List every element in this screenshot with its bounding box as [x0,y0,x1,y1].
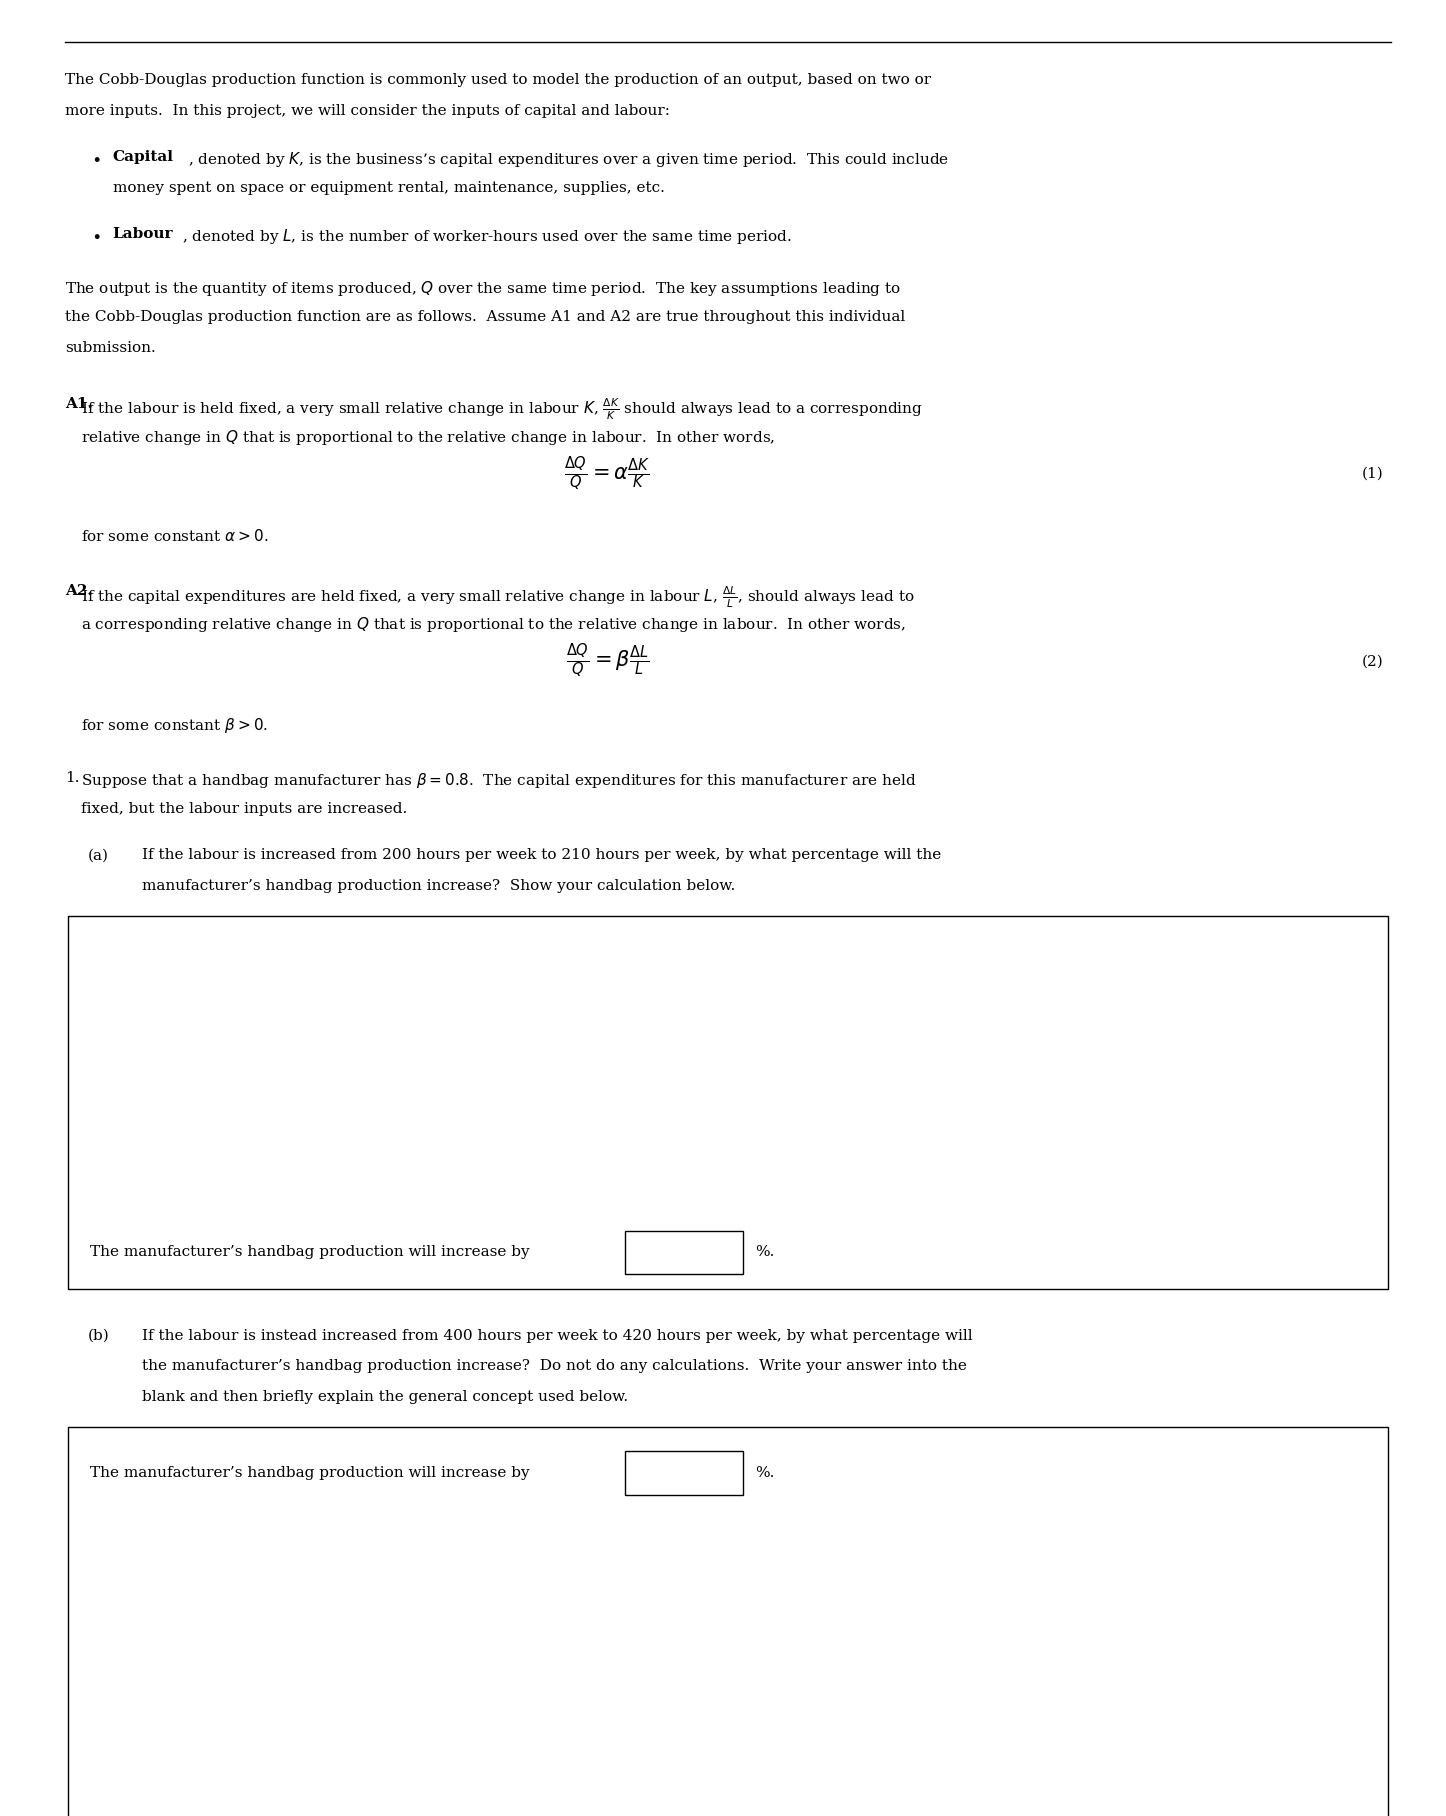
Text: %.: %. [755,1246,774,1258]
Text: submission.: submission. [65,341,156,356]
Text: Suppose that a handbag manufacturer has $\beta = 0.8$.  The capital expenditures: Suppose that a handbag manufacturer has … [81,772,917,790]
Text: blank and then briefly explain the general concept used below.: blank and then briefly explain the gener… [142,1391,628,1404]
Text: A1.: A1. [65,396,93,410]
Text: more inputs.  In this project, we will consider the inputs of capital and labour: more inputs. In this project, we will co… [65,104,669,118]
Text: If the capital expenditures are held fixed, a very small relative change in labo: If the capital expenditures are held fix… [81,585,915,610]
Text: Labour: Labour [113,227,174,242]
Text: The manufacturer’s handbag production will increase by: The manufacturer’s handbag production wi… [90,1466,529,1480]
Text: for some constant $\alpha > 0$.: for some constant $\alpha > 0$. [81,528,269,545]
Text: money spent on space or equipment rental, maintenance, supplies, etc.: money spent on space or equipment rental… [113,180,665,194]
Text: (b): (b) [88,1329,110,1342]
Text: (2): (2) [1362,654,1384,668]
Text: $\frac{\Delta Q}{Q} = \alpha\frac{\Delta K}{K}$: $\frac{\Delta Q}{Q} = \alpha\frac{\Delta… [564,454,651,494]
Text: (1): (1) [1362,467,1384,481]
Text: for some constant $\beta > 0$.: for some constant $\beta > 0$. [81,716,268,735]
Text: The Cobb-Douglas production function is commonly used to model the production of: The Cobb-Douglas production function is … [65,73,931,87]
Text: $\frac{\Delta Q}{Q} = \beta\frac{\Delta L}{L}$: $\frac{\Delta Q}{Q} = \beta\frac{\Delta … [565,641,649,681]
Text: If the labour is instead increased from 400 hours per week to 420 hours per week: If the labour is instead increased from … [142,1329,972,1342]
Text: , denoted by $K$, is the business’s capital expenditures over a given time perio: , denoted by $K$, is the business’s capi… [188,149,949,169]
Text: a corresponding relative change in $Q$ that is proportional to the relative chan: a corresponding relative change in $Q$ t… [81,616,907,634]
Text: If the labour is increased from 200 hours per week to 210 hours per week, by wha: If the labour is increased from 200 hour… [142,848,941,863]
Text: The manufacturer’s handbag production will increase by: The manufacturer’s handbag production wi… [90,1246,529,1258]
Text: Capital: Capital [113,149,174,163]
Text: A2.: A2. [65,585,93,597]
Text: the manufacturer’s handbag production increase?  Do not do any calculations.  Wr: the manufacturer’s handbag production in… [142,1360,966,1373]
Text: %.: %. [755,1466,774,1480]
Text: $\bullet$: $\bullet$ [91,227,101,243]
Text: If the labour is held fixed, a very small relative change in labour $K$, $\frac{: If the labour is held fixed, a very smal… [81,396,923,423]
Text: (a): (a) [88,848,110,863]
Text: The output is the quantity of items produced, $Q$ over the same time period.  Th: The output is the quantity of items prod… [65,280,901,298]
Text: relative change in $Q$ that is proportional to the relative change in labour.  I: relative change in $Q$ that is proportio… [81,429,775,447]
Text: the Cobb-Douglas production function are as follows.  Assume A1 and A2 are true : the Cobb-Douglas production function are… [65,311,905,325]
Text: $\bullet$: $\bullet$ [91,149,101,167]
Text: , denoted by $L$, is the number of worker-hours used over the same time period.: , denoted by $L$, is the number of worke… [182,227,792,245]
Text: fixed, but the labour inputs are increased.: fixed, but the labour inputs are increas… [81,803,408,815]
Text: 1.: 1. [65,772,80,785]
Text: manufacturer’s handbag production increase?  Show your calculation below.: manufacturer’s handbag production increa… [142,879,735,893]
